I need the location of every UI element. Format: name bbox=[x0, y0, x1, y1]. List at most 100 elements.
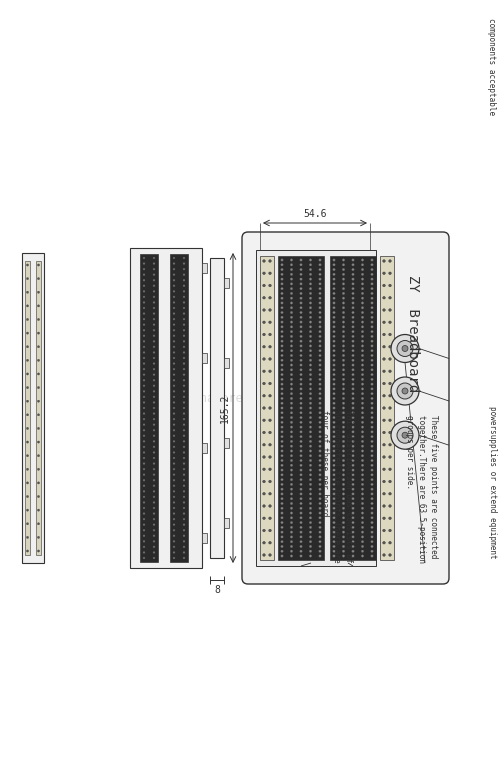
Circle shape bbox=[371, 516, 373, 519]
Circle shape bbox=[352, 312, 354, 314]
Circle shape bbox=[290, 307, 293, 309]
Circle shape bbox=[290, 440, 293, 443]
Circle shape bbox=[362, 488, 364, 490]
Circle shape bbox=[173, 363, 175, 365]
Circle shape bbox=[342, 492, 345, 495]
Circle shape bbox=[333, 455, 335, 457]
Circle shape bbox=[300, 330, 302, 333]
Circle shape bbox=[333, 316, 335, 318]
Bar bbox=[202, 353, 207, 363]
Circle shape bbox=[173, 418, 175, 420]
Circle shape bbox=[342, 483, 345, 485]
Circle shape bbox=[269, 260, 271, 262]
Circle shape bbox=[333, 278, 335, 281]
Circle shape bbox=[300, 397, 302, 400]
Circle shape bbox=[281, 397, 283, 400]
Circle shape bbox=[263, 272, 265, 274]
Circle shape bbox=[309, 459, 312, 461]
Circle shape bbox=[281, 402, 283, 404]
Circle shape bbox=[153, 373, 155, 376]
Circle shape bbox=[143, 468, 145, 470]
Circle shape bbox=[382, 517, 385, 519]
Circle shape bbox=[290, 455, 293, 457]
Circle shape bbox=[362, 321, 364, 323]
Circle shape bbox=[183, 357, 185, 359]
Circle shape bbox=[153, 535, 155, 536]
Circle shape bbox=[37, 332, 40, 334]
Circle shape bbox=[319, 340, 321, 342]
Circle shape bbox=[362, 516, 364, 519]
Circle shape bbox=[281, 545, 283, 547]
Circle shape bbox=[319, 516, 321, 519]
Circle shape bbox=[26, 318, 28, 321]
Bar bbox=[224, 438, 229, 448]
Circle shape bbox=[342, 521, 345, 524]
Circle shape bbox=[319, 540, 321, 543]
Circle shape bbox=[371, 531, 373, 533]
Circle shape bbox=[143, 329, 145, 331]
Circle shape bbox=[269, 456, 271, 458]
Circle shape bbox=[26, 509, 28, 511]
Circle shape bbox=[300, 469, 302, 472]
Circle shape bbox=[362, 292, 364, 295]
Circle shape bbox=[300, 512, 302, 514]
Circle shape bbox=[281, 450, 283, 452]
Bar bbox=[22, 253, 44, 563]
Circle shape bbox=[269, 297, 271, 299]
Circle shape bbox=[183, 312, 185, 315]
Circle shape bbox=[309, 516, 312, 519]
Circle shape bbox=[342, 373, 345, 376]
Circle shape bbox=[300, 521, 302, 524]
Circle shape bbox=[263, 370, 265, 373]
Circle shape bbox=[389, 394, 391, 397]
Circle shape bbox=[319, 259, 321, 261]
Circle shape bbox=[342, 426, 345, 428]
Circle shape bbox=[342, 349, 345, 352]
Circle shape bbox=[319, 417, 321, 419]
Circle shape bbox=[319, 307, 321, 309]
Circle shape bbox=[173, 284, 175, 287]
Circle shape bbox=[319, 345, 321, 347]
Circle shape bbox=[183, 502, 185, 503]
Circle shape bbox=[319, 474, 321, 476]
Circle shape bbox=[269, 505, 271, 507]
Circle shape bbox=[319, 273, 321, 275]
Circle shape bbox=[263, 553, 265, 557]
Circle shape bbox=[281, 325, 283, 328]
Circle shape bbox=[143, 441, 145, 442]
Circle shape bbox=[153, 274, 155, 276]
Circle shape bbox=[362, 402, 364, 404]
Circle shape bbox=[26, 291, 28, 293]
Circle shape bbox=[37, 291, 40, 293]
Circle shape bbox=[173, 324, 175, 325]
Circle shape bbox=[183, 434, 185, 437]
Circle shape bbox=[319, 498, 321, 500]
Circle shape bbox=[342, 516, 345, 519]
Circle shape bbox=[173, 329, 175, 331]
Circle shape bbox=[371, 483, 373, 485]
Circle shape bbox=[309, 383, 312, 385]
Bar bbox=[130, 248, 202, 568]
Circle shape bbox=[371, 507, 373, 509]
Circle shape bbox=[290, 278, 293, 281]
Circle shape bbox=[153, 263, 155, 264]
Circle shape bbox=[281, 316, 283, 318]
Circle shape bbox=[143, 557, 145, 559]
Circle shape bbox=[333, 411, 335, 414]
Circle shape bbox=[319, 354, 321, 356]
Circle shape bbox=[300, 393, 302, 395]
Circle shape bbox=[382, 431, 385, 434]
Circle shape bbox=[263, 382, 265, 385]
Circle shape bbox=[319, 455, 321, 457]
Circle shape bbox=[143, 535, 145, 536]
Circle shape bbox=[362, 545, 364, 547]
Circle shape bbox=[352, 359, 354, 362]
Circle shape bbox=[309, 340, 312, 342]
Circle shape bbox=[281, 373, 283, 376]
Circle shape bbox=[281, 288, 283, 290]
Circle shape bbox=[143, 263, 145, 264]
Circle shape bbox=[389, 480, 391, 483]
Circle shape bbox=[300, 411, 302, 414]
Circle shape bbox=[281, 445, 283, 448]
Circle shape bbox=[281, 474, 283, 476]
